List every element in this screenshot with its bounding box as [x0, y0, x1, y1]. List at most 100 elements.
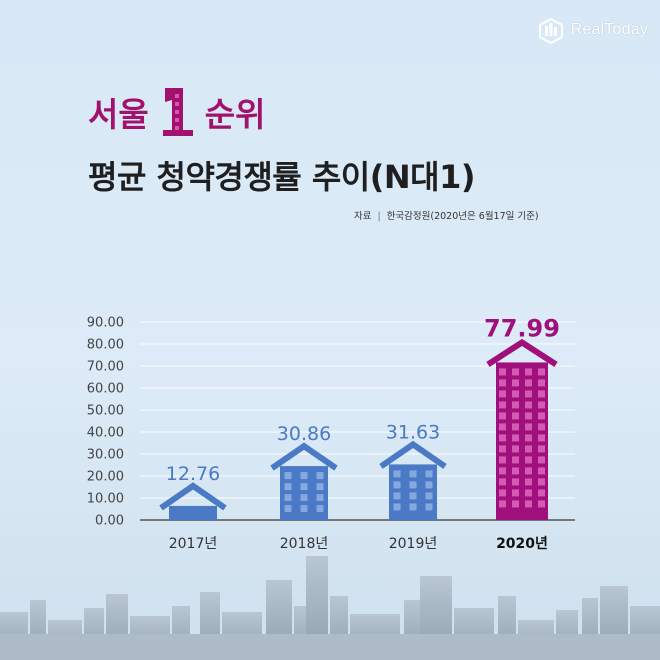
- bar-window: [512, 412, 519, 420]
- rank-number-graphic: [157, 86, 197, 138]
- bar-window: [538, 500, 545, 508]
- bar-window: [409, 470, 417, 478]
- source-separator: |: [377, 211, 381, 222]
- bar-window: [316, 494, 324, 502]
- bar-window: [499, 489, 506, 497]
- x-category-label: 2018년: [280, 536, 329, 552]
- bar-window: [538, 445, 545, 453]
- bar-window: [525, 478, 532, 486]
- bar-window: [499, 412, 506, 420]
- bar-window: [538, 390, 545, 398]
- bar-3: [486, 338, 558, 520]
- bar-0: [159, 482, 227, 520]
- bar-window: [512, 467, 519, 475]
- y-tick-label: 90.00: [87, 316, 124, 331]
- bar-window: [393, 481, 401, 489]
- bar-window: [425, 503, 433, 511]
- bar-roof: [379, 440, 447, 469]
- bar-window: [525, 401, 532, 409]
- bar-window: [512, 445, 519, 453]
- bar-window: [300, 505, 308, 513]
- bar-window: [300, 472, 308, 480]
- y-tick-label: 40.00: [87, 426, 124, 441]
- y-tick-label: 60.00: [87, 382, 124, 397]
- x-category-label: 2017년: [169, 536, 218, 552]
- y-tick-label: 80.00: [87, 338, 124, 353]
- bar-window: [499, 434, 506, 442]
- bar-window: [525, 500, 532, 508]
- bar-window: [538, 379, 545, 387]
- brand-logo: RealToday: [537, 16, 648, 44]
- bar-window: [512, 489, 519, 497]
- chart-title-line1: 서울 순위: [88, 86, 265, 138]
- y-tick-label: 30.00: [87, 448, 124, 463]
- y-tick-label: 50.00: [87, 404, 124, 419]
- bar-window: [393, 470, 401, 478]
- title-suffix: 순위: [204, 95, 266, 134]
- bar-window: [316, 483, 324, 491]
- bar-window: [525, 434, 532, 442]
- bar-window: [284, 472, 292, 480]
- bar-window: [499, 379, 506, 387]
- bar-window: [525, 368, 532, 376]
- bar-2: [379, 440, 447, 520]
- bar-window: [538, 467, 545, 475]
- bar-window: [512, 401, 519, 409]
- bar-window: [538, 434, 545, 442]
- bar-window: [538, 478, 545, 486]
- y-tick-label: 70.00: [87, 360, 124, 375]
- y-tick-label: 20.00: [87, 470, 124, 485]
- bar-window: [512, 500, 519, 508]
- bar-window: [284, 494, 292, 502]
- bar-window: [499, 456, 506, 464]
- bar-window: [525, 412, 532, 420]
- data-label: 30.86: [277, 423, 331, 445]
- bar-window: [284, 483, 292, 491]
- bar-window: [499, 478, 506, 486]
- bar-window: [425, 481, 433, 489]
- y-tick-label: 10.00: [87, 492, 124, 507]
- bar-window: [409, 492, 417, 500]
- bar-body: [169, 505, 217, 520]
- bar-window: [538, 489, 545, 497]
- data-label: 77.99: [484, 314, 560, 342]
- bar-window: [284, 505, 292, 513]
- bar-1: [270, 442, 338, 520]
- bar-window: [525, 390, 532, 398]
- brand-name: RealToday: [570, 21, 648, 38]
- bar-window: [425, 470, 433, 478]
- y-tick-label: 0.00: [95, 514, 124, 529]
- bar-window: [316, 505, 324, 513]
- data-label: 31.63: [386, 421, 440, 443]
- bar-window: [538, 456, 545, 464]
- realtoday-logo-icon: [538, 17, 563, 44]
- bar-window: [499, 500, 506, 508]
- bar-window: [538, 412, 545, 420]
- bar-window: [525, 489, 532, 497]
- bar-window: [512, 368, 519, 376]
- bar-window: [393, 492, 401, 500]
- bar-window: [393, 503, 401, 511]
- bar-window: [525, 467, 532, 475]
- bar-window: [525, 456, 532, 464]
- bar-window: [525, 445, 532, 453]
- bar-window: [512, 456, 519, 464]
- bar-window: [499, 445, 506, 453]
- bar-window: [512, 390, 519, 398]
- title-prefix: 서울: [88, 95, 149, 134]
- data-label: 12.76: [166, 463, 220, 485]
- bar-window: [499, 401, 506, 409]
- bar-roof: [486, 338, 558, 367]
- bar-window: [512, 478, 519, 486]
- bar-window: [425, 492, 433, 500]
- bar-window: [409, 503, 417, 511]
- bar-window: [525, 423, 532, 431]
- city-skyline-background: [0, 556, 660, 660]
- x-category-label: 2019년: [389, 536, 438, 552]
- bar-window: [512, 434, 519, 442]
- bar-window: [525, 379, 532, 387]
- bar-window: [538, 423, 545, 431]
- source-label: 자료: [354, 211, 372, 222]
- bar-window: [538, 368, 545, 376]
